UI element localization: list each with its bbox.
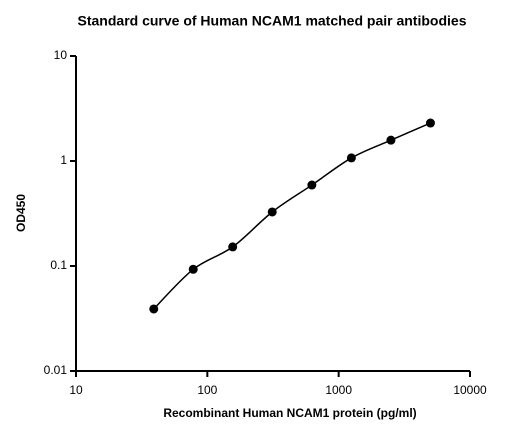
x-tick-label: 10 — [69, 383, 83, 397]
x-tick-label: 10000 — [453, 383, 487, 397]
y-tick-label: 0.01 — [44, 363, 68, 377]
x-tick-label: 100 — [197, 383, 217, 397]
y-tick-label: 0.1 — [50, 258, 67, 272]
data-point — [307, 180, 317, 190]
y-tick-label: 1 — [60, 153, 67, 167]
x-tick-label: 1000 — [325, 383, 352, 397]
data-point — [228, 242, 238, 252]
data-point — [188, 264, 198, 274]
data-point — [267, 207, 277, 217]
data-point — [386, 135, 396, 145]
fit-curve — [153, 122, 431, 310]
y-axis-title: OD450 — [14, 194, 28, 232]
data-point — [425, 118, 435, 128]
x-axis-title: Recombinant Human NCAM1 protein (pg/ml) — [163, 406, 416, 420]
y-tick-label: 10 — [54, 48, 68, 62]
chart-title: Standard curve of Human NCAM1 matched pa… — [78, 13, 467, 29]
data-point — [149, 304, 159, 314]
data-point — [346, 153, 356, 163]
